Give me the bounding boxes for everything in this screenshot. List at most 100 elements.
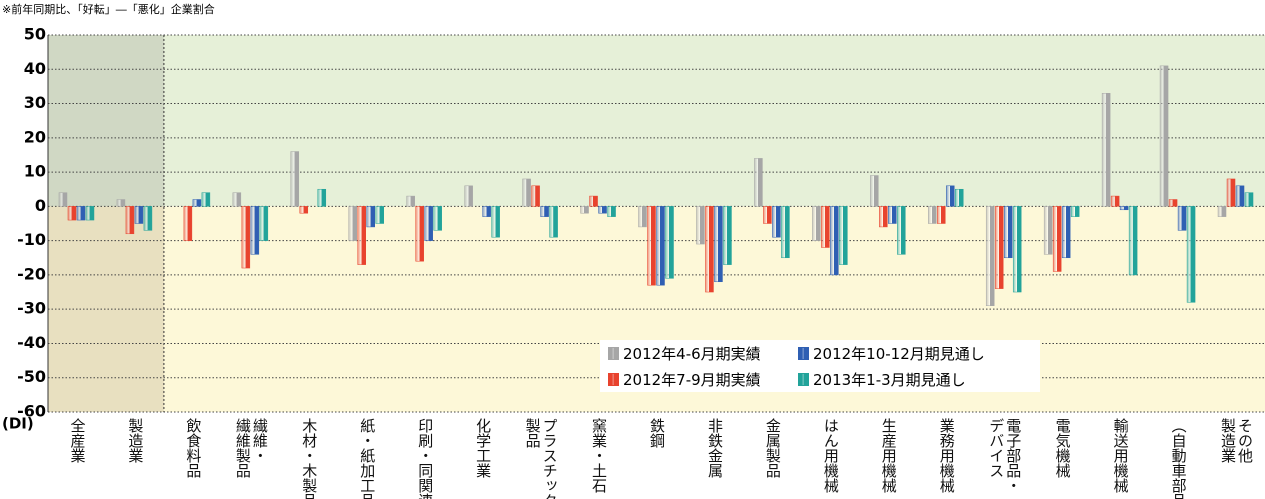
- y-tick-label: 40: [24, 59, 46, 78]
- bar: [1217, 206, 1227, 217]
- x-tick-label: 輸送用機械: [1111, 418, 1130, 493]
- bar: [754, 158, 763, 207]
- bar: [1070, 206, 1080, 217]
- note: ※前年同期比、「好転」―「悪化」企業割合: [2, 2, 215, 16]
- bar: [250, 206, 260, 255]
- bar: [955, 188, 964, 207]
- bar: [1177, 206, 1187, 231]
- bar: [433, 206, 442, 231]
- legend-swatch: [798, 346, 809, 360]
- bar: [598, 206, 607, 214]
- bar: [1244, 192, 1254, 207]
- bar: [607, 206, 616, 217]
- x-tick-label: 全産業: [68, 418, 87, 463]
- y-tick-label: 10: [24, 162, 46, 181]
- bar: [143, 206, 153, 231]
- bar: [76, 206, 86, 221]
- bar: [357, 206, 366, 265]
- y-tick-label: -10: [17, 230, 46, 249]
- x-tick-label: 生産用機械: [879, 418, 898, 493]
- bar: [1110, 195, 1120, 207]
- x-tick-label: 業務用機械: [937, 418, 956, 493]
- bar: [58, 192, 68, 207]
- bar: [232, 192, 242, 207]
- bar: [549, 206, 558, 238]
- bar: [897, 206, 906, 255]
- x-tick-label: 紙・紙加工品: [358, 418, 377, 499]
- legend-label: 2012年4-6月期実績: [623, 344, 761, 363]
- x-tick-label: 電子部品・ デバイス: [987, 418, 1023, 493]
- bar: [482, 206, 491, 217]
- bar: [317, 188, 327, 207]
- legend-swatch: [798, 372, 809, 386]
- bar: [375, 206, 384, 224]
- bar: [821, 206, 830, 248]
- legend-item: 2012年7-9月期実績: [608, 369, 798, 390]
- bar: [1061, 206, 1071, 259]
- bar: [1003, 206, 1013, 259]
- legend-swatch: [608, 346, 619, 360]
- x-tick-label: 化学工業: [474, 418, 493, 478]
- highlight-negative: [48, 206, 164, 412]
- bar: [259, 206, 269, 241]
- bar: [201, 192, 211, 207]
- x-tick-label: 鉄鋼: [648, 418, 666, 448]
- bar: [705, 206, 714, 293]
- y-tick-label: 20: [24, 127, 46, 146]
- bar: [1159, 65, 1169, 207]
- x-tick-label: 印刷・同関連: [416, 418, 435, 499]
- highlight-positive: [48, 35, 164, 207]
- legend-label: 2013年1-3月期見通し: [813, 370, 966, 389]
- bar: [1226, 178, 1236, 207]
- bar: [1012, 206, 1022, 293]
- bar: [366, 206, 375, 228]
- bar: [85, 206, 95, 221]
- x-tick-label: プラスチック 製品: [523, 418, 559, 499]
- legend-label: 2012年10-12月期見通し: [813, 344, 985, 363]
- bar: [348, 206, 357, 241]
- bar: [781, 206, 790, 259]
- bar: [183, 206, 193, 241]
- bar: [830, 206, 839, 276]
- x-tick-label: その他 製造業: [1219, 418, 1255, 463]
- x-tick-label: はん用機械: [821, 418, 840, 493]
- bar: [1168, 199, 1178, 207]
- bar: [290, 151, 300, 207]
- y-tick-label: -50: [17, 367, 46, 386]
- bar: [116, 199, 126, 207]
- bar: [1101, 93, 1111, 207]
- bar: [656, 206, 665, 286]
- bar: [589, 195, 598, 207]
- legend-item: 2012年4-6月期実績: [608, 343, 798, 364]
- bar: [125, 206, 135, 235]
- bar: [714, 206, 723, 283]
- y-tick-label: 30: [24, 93, 46, 112]
- x-tick-label: 木材・木製品: [300, 418, 319, 499]
- bar: [134, 206, 144, 224]
- y-tick-label: -60: [17, 402, 46, 421]
- legend-item: 2012年10-12月期見通し: [798, 343, 1048, 364]
- bar: [540, 206, 549, 217]
- bar: [241, 206, 251, 269]
- bar: [772, 206, 781, 238]
- bar: [415, 206, 424, 262]
- bar: [1235, 185, 1245, 207]
- bar: [888, 206, 897, 224]
- bar: [812, 206, 821, 241]
- y-unit: (DI): [2, 415, 34, 433]
- bar: [1052, 206, 1062, 272]
- bar: [928, 206, 937, 224]
- bar: [531, 185, 540, 207]
- bar: [1186, 206, 1196, 303]
- bar: [406, 195, 415, 207]
- bar: [464, 185, 473, 207]
- y-tick-label: 0: [35, 196, 46, 215]
- bar: [879, 206, 888, 228]
- bar: [1119, 206, 1129, 211]
- bar: [1128, 206, 1138, 276]
- bar: [839, 206, 848, 265]
- bar: [67, 206, 77, 221]
- y-tick-label: -20: [17, 264, 46, 283]
